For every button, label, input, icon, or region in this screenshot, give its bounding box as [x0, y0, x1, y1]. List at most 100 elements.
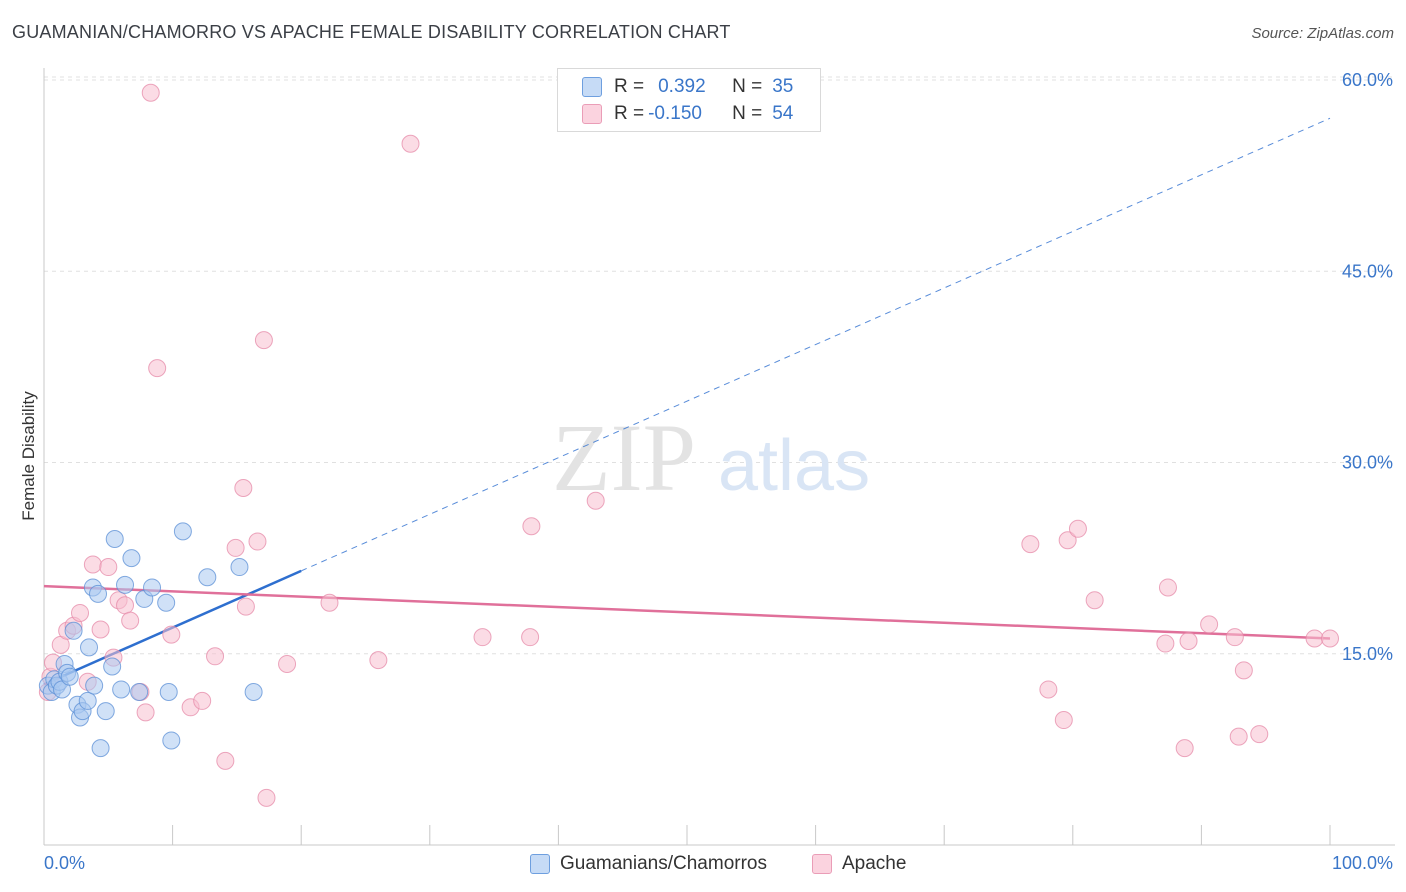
apache-point — [1225, 628, 1244, 647]
y-tick-label: 30.0% — [1342, 453, 1393, 473]
apache-point — [473, 628, 492, 647]
guamanian-point — [116, 575, 135, 594]
y-tick-label: 60.0% — [1342, 70, 1393, 90]
legend-n-value: 35 — [772, 76, 794, 97]
guamanian-point — [64, 621, 83, 640]
y-tick-label: 15.0% — [1342, 644, 1393, 664]
apache-point — [99, 558, 118, 577]
guamanian-point — [162, 731, 181, 750]
legend-row-apache: R = -0.150 N = 54 — [582, 102, 793, 126]
chart-source: Source: ZipAtlas.com — [1251, 25, 1394, 42]
apache-point — [1175, 739, 1194, 758]
x-tick-label: 0.0% — [44, 853, 85, 873]
legend-label-apache: Apache — [842, 853, 907, 874]
apache-point — [226, 538, 245, 557]
apache-point — [1200, 615, 1219, 634]
legend-label-guamanians: Guamanians/Chamorros — [560, 853, 767, 874]
guamanian-point — [198, 568, 217, 587]
guamanian-point — [80, 638, 99, 657]
apache-point — [369, 651, 388, 670]
apache-point — [1179, 632, 1198, 650]
guamanian-point — [157, 593, 176, 612]
apache-point — [1054, 711, 1073, 730]
apache-point — [522, 517, 541, 536]
guamanian-point — [105, 530, 124, 548]
guamanian-point — [143, 578, 162, 597]
legend-r-value: 0.392 — [658, 76, 706, 97]
guamanian-point — [173, 522, 192, 541]
legend-swatch-pink — [582, 104, 602, 124]
legend-swatch-blue — [582, 77, 602, 97]
data-points — [38, 83, 1339, 807]
legend-r-value: -0.150 — [648, 103, 702, 124]
guamanian-point — [78, 691, 97, 710]
apache-point — [71, 603, 90, 622]
guamanian-point — [130, 683, 149, 701]
legend-n-label: N = — [732, 103, 763, 124]
apache-point — [141, 83, 160, 102]
y-axis-label: Female Disability — [19, 391, 38, 521]
apache-point — [1234, 661, 1253, 680]
apache-point — [216, 751, 235, 770]
apache-point — [1250, 725, 1269, 744]
apache-point — [1021, 535, 1040, 554]
apache-point — [521, 628, 540, 647]
legend-item-guamanians: Guamanians/Chamorros — [530, 852, 767, 876]
guamanian-point — [89, 584, 108, 603]
correlation-legend: R = 0.392 N = 35 R = -0.150 N = 54 — [557, 68, 821, 132]
guamanian-point — [103, 657, 122, 676]
apache-point — [91, 620, 110, 639]
apache-point — [116, 596, 135, 615]
watermark-zip: ZIP — [552, 404, 696, 511]
apache-point — [1039, 680, 1058, 699]
apache-point — [1085, 591, 1104, 610]
apache-point — [1321, 629, 1339, 648]
apache-point — [1156, 634, 1175, 653]
apache-point — [121, 611, 140, 630]
apache-point — [1058, 531, 1077, 550]
apache-point — [1229, 727, 1248, 746]
apache-point — [248, 532, 267, 551]
apache-point — [236, 597, 255, 616]
axes — [43, 68, 1395, 846]
apache-point — [1068, 519, 1087, 538]
apache-point — [1158, 578, 1177, 597]
guamanian-point — [230, 558, 249, 577]
apache-point — [162, 625, 181, 644]
tick-labels: 15.0% 30.0% 45.0% 60.0% 0.0% 100.0% — [44, 70, 1393, 873]
trend-lines — [43, 117, 1331, 686]
guamanian-point — [60, 667, 79, 686]
apache-point — [278, 654, 297, 673]
legend-item-apache: Apache — [812, 852, 906, 876]
x-tick-label: 100.0% — [1332, 853, 1393, 873]
legend-n-value: 54 — [772, 103, 794, 124]
apache-point — [206, 647, 225, 666]
guamanian-point — [96, 702, 115, 721]
apache-point — [257, 788, 276, 807]
apache-point — [234, 479, 253, 497]
apache-point — [136, 703, 155, 722]
legend-r-label: R = — [614, 103, 645, 124]
y-tick-label: 45.0% — [1342, 261, 1393, 281]
guamanian-point — [91, 739, 110, 758]
apache-point — [1305, 629, 1324, 648]
legend-n-label: N = — [732, 76, 763, 97]
apache-point — [83, 555, 102, 574]
apache-trend-line — [43, 584, 1331, 640]
guamanian-point — [85, 676, 104, 695]
apache-point — [148, 359, 167, 378]
legend-swatch-pink — [812, 854, 832, 874]
legend-row-guamanian: R = 0.392 N = 35 — [582, 75, 793, 99]
legend-r-label: R = — [614, 76, 645, 97]
guamanian-point — [122, 549, 141, 568]
guamanian-point — [159, 683, 178, 701]
watermark: ZIP atlas — [552, 404, 870, 511]
apache-point — [586, 491, 605, 510]
chart-title: GUAMANIAN/CHAMORRO VS APACHE FEMALE DISA… — [12, 22, 731, 42]
guamanian-trend-extension — [300, 117, 1331, 572]
guamanian-point — [112, 680, 131, 699]
apache-point — [401, 134, 420, 153]
watermark-atlas: atlas — [718, 426, 870, 506]
apache-point — [320, 593, 339, 612]
